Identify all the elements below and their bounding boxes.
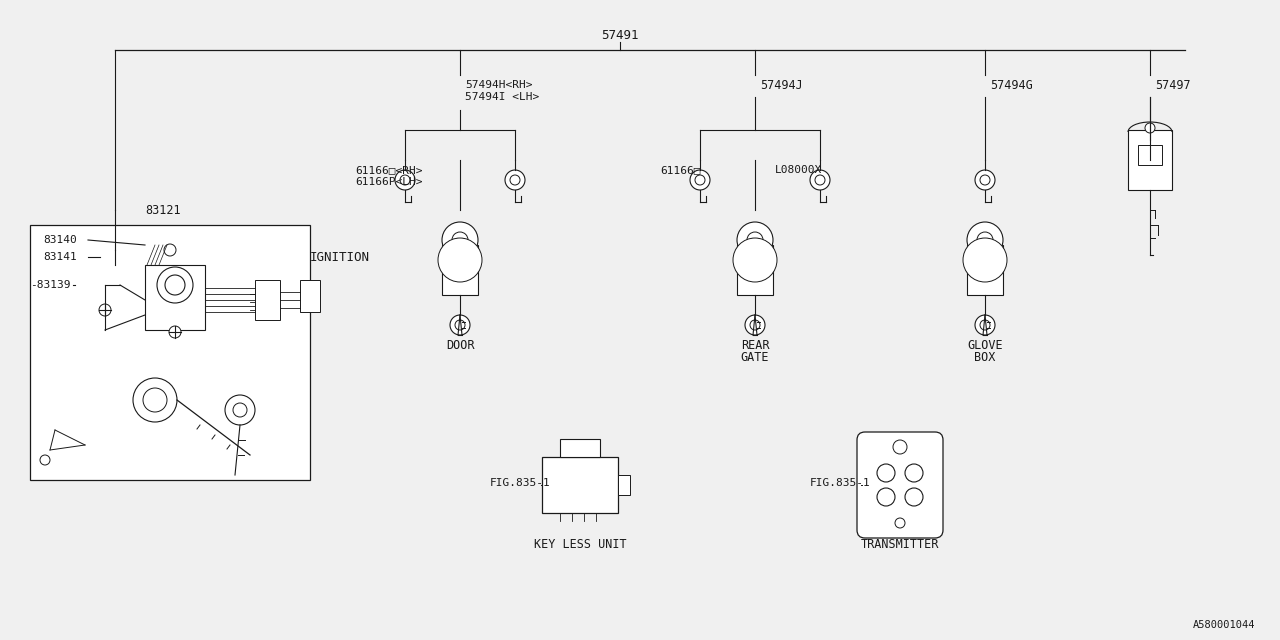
Circle shape xyxy=(980,320,989,330)
Text: KEY LESS UNIT: KEY LESS UNIT xyxy=(534,538,626,552)
Circle shape xyxy=(40,455,50,465)
Text: 83140: 83140 xyxy=(44,235,77,245)
Circle shape xyxy=(733,238,777,282)
Bar xyxy=(751,238,759,248)
Circle shape xyxy=(506,170,525,190)
Bar xyxy=(561,439,600,457)
Circle shape xyxy=(877,488,895,506)
Circle shape xyxy=(877,464,895,482)
Text: 57494G: 57494G xyxy=(989,79,1033,92)
Circle shape xyxy=(401,175,410,185)
Bar xyxy=(541,457,618,513)
Circle shape xyxy=(233,403,247,417)
Circle shape xyxy=(975,170,995,190)
Text: 83121: 83121 xyxy=(145,204,180,216)
Bar xyxy=(618,475,630,495)
Bar xyxy=(456,238,465,248)
Text: REAR: REAR xyxy=(741,339,769,351)
Circle shape xyxy=(905,464,923,482)
Text: IGNITION: IGNITION xyxy=(310,250,370,264)
Text: A580001044: A580001044 xyxy=(1193,620,1254,630)
Circle shape xyxy=(905,488,923,506)
Circle shape xyxy=(977,232,993,248)
Text: 83141: 83141 xyxy=(44,252,77,262)
Circle shape xyxy=(396,170,415,190)
Circle shape xyxy=(963,238,1007,282)
Circle shape xyxy=(169,326,180,338)
Circle shape xyxy=(99,304,111,316)
Circle shape xyxy=(1146,123,1155,133)
Bar xyxy=(1138,145,1162,165)
Bar xyxy=(966,245,1004,295)
Circle shape xyxy=(750,320,760,330)
Circle shape xyxy=(815,175,826,185)
Circle shape xyxy=(157,267,193,303)
Text: 61166□: 61166□ xyxy=(660,165,700,175)
Bar xyxy=(1128,130,1172,190)
Text: TRANSMITTER: TRANSMITTER xyxy=(861,538,940,552)
Text: 61166□<RH>: 61166□<RH> xyxy=(355,165,422,175)
Bar xyxy=(255,280,280,320)
FancyBboxPatch shape xyxy=(858,432,943,538)
Text: L08000X: L08000X xyxy=(774,165,822,175)
Circle shape xyxy=(980,175,989,185)
Bar xyxy=(442,245,477,295)
Circle shape xyxy=(438,238,483,282)
Circle shape xyxy=(737,222,773,258)
Text: DOOR: DOOR xyxy=(445,339,475,351)
Circle shape xyxy=(695,175,705,185)
Circle shape xyxy=(810,170,829,190)
Circle shape xyxy=(143,388,166,412)
Text: FIG.835-1: FIG.835-1 xyxy=(490,478,550,488)
Circle shape xyxy=(745,315,765,335)
Bar xyxy=(29,225,310,480)
Circle shape xyxy=(452,232,468,248)
Circle shape xyxy=(748,232,763,248)
Text: 57494I <LH>: 57494I <LH> xyxy=(465,92,539,102)
Circle shape xyxy=(509,175,520,185)
Text: GLOVE: GLOVE xyxy=(968,339,1002,351)
Text: BOX: BOX xyxy=(974,351,996,364)
Circle shape xyxy=(165,275,186,295)
Circle shape xyxy=(966,222,1004,258)
Circle shape xyxy=(454,320,465,330)
Circle shape xyxy=(895,518,905,528)
Circle shape xyxy=(442,222,477,258)
Bar xyxy=(737,245,773,295)
Circle shape xyxy=(893,440,908,454)
Text: FIG.835-1: FIG.835-1 xyxy=(810,478,870,488)
Circle shape xyxy=(451,315,470,335)
Circle shape xyxy=(225,395,255,425)
Bar xyxy=(300,280,320,312)
Bar xyxy=(145,265,205,330)
Text: 57494H<RH>: 57494H<RH> xyxy=(465,80,532,90)
Bar xyxy=(980,238,989,248)
Circle shape xyxy=(133,378,177,422)
Text: -83139: -83139 xyxy=(29,280,70,290)
Text: 57491: 57491 xyxy=(602,29,639,42)
Text: 61166P<LH>: 61166P<LH> xyxy=(355,177,422,187)
Text: 57494J: 57494J xyxy=(760,79,803,92)
Circle shape xyxy=(164,244,177,256)
Circle shape xyxy=(975,315,995,335)
Text: 57497: 57497 xyxy=(1155,79,1190,92)
Circle shape xyxy=(690,170,710,190)
Text: GATE: GATE xyxy=(741,351,769,364)
